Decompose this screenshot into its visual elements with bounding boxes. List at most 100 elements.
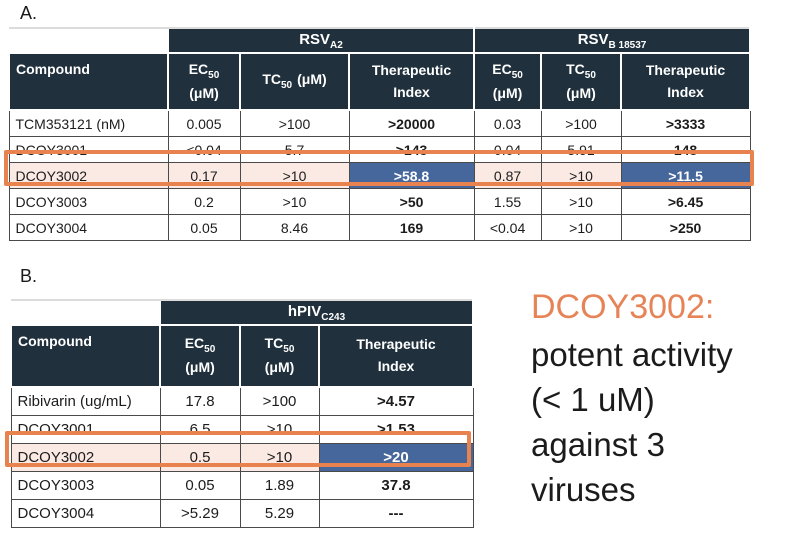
table-a-header: RSVA2 RSVB 18537 Compound EC50 (μM) TC50(… bbox=[8, 27, 752, 111]
therapeutic-index-cell: >20 bbox=[318, 443, 474, 472]
table-b-group-hpiv-c243: hPIVC243 bbox=[159, 299, 474, 326]
therapeutic-index-cell: >4.57 bbox=[318, 386, 474, 416]
therapeutic-index-cell: >50 bbox=[348, 188, 475, 215]
value-cell: >10 bbox=[239, 443, 320, 472]
compound-cell: DCOY3003 bbox=[8, 188, 169, 215]
virus-name: RSV bbox=[577, 30, 609, 48]
table-row-dcoy3001: DCOY3001 <0.04 5.7 >143 0.04 5.91 148 bbox=[8, 136, 751, 163]
tc50-unit: (μM) bbox=[297, 71, 327, 88]
therapeutic-index-cell: --- bbox=[318, 499, 474, 528]
ec50-label: EC50 bbox=[188, 60, 220, 81]
value-cell: <0.04 bbox=[473, 214, 542, 241]
annotation-line: potent activity bbox=[531, 336, 733, 373]
compound-cell: TCM353121 (nM) bbox=[8, 109, 169, 137]
therapeutic-index-cell: >20000 bbox=[348, 109, 475, 137]
value-cell: >10 bbox=[540, 162, 622, 189]
value-cell: >10 bbox=[540, 188, 622, 215]
value-cell: >100 bbox=[239, 386, 320, 416]
virus-name: RSV bbox=[299, 30, 331, 48]
compound-cell: DCOY3004 bbox=[10, 499, 161, 528]
ec50-label: EC50 bbox=[492, 60, 523, 81]
table-a-group-rsv-b18537: RSVB 18537 bbox=[473, 27, 752, 54]
value-cell: 6.5 bbox=[159, 415, 241, 444]
value-cell: 5.91 bbox=[540, 136, 622, 163]
table-row-ribivarin: Ribivarin (ug/mL) 17.8 >100 >4.57 bbox=[10, 386, 474, 416]
table-row-dcoy3004: DCOY3004 0.05 8.46 169 <0.04 >10 >250 bbox=[8, 214, 751, 241]
column-header-ec50: EC50 (μM) bbox=[159, 324, 241, 388]
table-b: hPIVC243 Compound EC50 (μM) TC50 (μM) Ther… bbox=[10, 299, 474, 528]
compound-cell: DCOY3003 bbox=[10, 471, 161, 500]
table-a-virus-group-row: RSVA2 RSVB 18537 bbox=[9, 27, 752, 54]
therapeutic-index-cell: >3333 bbox=[620, 109, 751, 137]
column-header-ec50-a2: EC50 (μM) bbox=[167, 52, 241, 111]
annotation-block: DCOY3002: potent activity (< 1 uM) again… bbox=[531, 286, 799, 512]
value-cell: >10 bbox=[239, 162, 350, 189]
value-cell: 0.5 bbox=[159, 443, 241, 472]
compound-cell: Ribivarin (ug/mL) bbox=[10, 386, 161, 416]
value-cell: 5.29 bbox=[239, 499, 320, 528]
ec50-unit: (μM) bbox=[185, 359, 215, 376]
value-cell: 1.55 bbox=[473, 188, 542, 215]
table-a-column-header-row: Compound EC50 (μM) TC50 (μM) Therapeutic In… bbox=[8, 52, 752, 111]
ec50-label: EC50 bbox=[184, 335, 216, 355]
value-cell: 0.2 bbox=[167, 188, 241, 215]
value-cell: 0.005 bbox=[167, 109, 241, 137]
column-header-compound: Compound bbox=[8, 52, 169, 111]
therapeutic-index-cell: >143 bbox=[348, 136, 475, 163]
column-header-tc50-b: TC50 (μM) bbox=[540, 52, 623, 111]
table-b-column-header-row: Compound EC50 (μM) TC50 (μM) Therapeutic In… bbox=[10, 324, 474, 388]
table-a-group-rsv-a2: RSVA2 bbox=[166, 27, 476, 54]
ec50-unit: (μM) bbox=[492, 84, 523, 101]
table-b-corner-blank-cell bbox=[11, 299, 160, 325]
column-header-ti-a2: Therapeutic Index bbox=[347, 52, 476, 111]
value-cell: >10 bbox=[540, 214, 622, 241]
table-b-virus-group-row: hPIVC243 bbox=[11, 299, 474, 326]
compound-cell: DCOY3001 bbox=[8, 136, 169, 163]
panel-a-label: A. bbox=[20, 3, 38, 23]
table-a-body: TCM353121 (nM) 0.005 >100 >20000 0.03 >1… bbox=[8, 109, 751, 241]
virus-name: hPIV bbox=[287, 302, 322, 320]
compound-cell: DCOY3002 bbox=[10, 443, 161, 472]
column-header-ti: Therapeutic Index bbox=[318, 324, 474, 388]
value-cell: 5.7 bbox=[239, 136, 350, 163]
virus-strain-sub: A2 bbox=[330, 39, 343, 51]
table-row-dcoy3003: DCOY3003 0.2 >10 >50 1.55 >10 >6.45 bbox=[8, 188, 751, 215]
therapeutic-index-cell: >11.5 bbox=[620, 162, 751, 189]
therapeutic-index-cell: >58.8 bbox=[348, 162, 475, 189]
panel-b-label: B. bbox=[20, 266, 38, 286]
value-cell: 0.87 bbox=[473, 162, 542, 189]
value-cell: 1.89 bbox=[239, 471, 320, 500]
table-row-dcoy3004: DCOY3004 >5.29 5.29 --- bbox=[10, 499, 474, 528]
therapeutic-index-cell: 37.8 bbox=[318, 471, 474, 500]
therapeutic-index-cell: 148 bbox=[620, 136, 751, 163]
column-header-compound: Compound bbox=[10, 324, 161, 388]
tc50-label: TC50 bbox=[264, 335, 295, 355]
value-cell: >100 bbox=[239, 109, 350, 137]
table-row-tcm353121: TCM353121 (nM) 0.005 >100 >20000 0.03 >1… bbox=[8, 109, 751, 137]
table-row-dcoy3003: DCOY3003 0.05 1.89 37.8 bbox=[10, 471, 474, 500]
value-cell: 0.05 bbox=[167, 214, 241, 241]
compound-cell: DCOY3002 bbox=[8, 162, 169, 189]
table-b-header: hPIVC243 Compound EC50 (μM) TC50 (μM) Ther… bbox=[10, 299, 474, 388]
table-a-corner-blank-cell bbox=[9, 27, 168, 53]
tc50-unit: (μM) bbox=[566, 84, 596, 101]
therapeutic-index-cell: 169 bbox=[348, 214, 475, 241]
virus-strain-sub: C243 bbox=[321, 311, 346, 323]
value-cell: 0.03 bbox=[473, 109, 542, 137]
ec50-unit: (μM) bbox=[189, 84, 219, 101]
column-header-ec50-b: EC50 (μM) bbox=[473, 52, 543, 111]
value-cell: <0.04 bbox=[167, 136, 241, 163]
value-cell: 8.46 bbox=[239, 214, 350, 241]
therapeutic-index-cell: >1.53 bbox=[318, 415, 474, 444]
column-header-tc50-a2: TC50 (μM) bbox=[239, 52, 350, 111]
value-cell: >5.29 bbox=[159, 499, 241, 528]
column-header-ti-b: Therapeutic Index bbox=[620, 52, 752, 111]
therapeutic-index-cell: >250 bbox=[620, 214, 751, 241]
value-cell: 0.04 bbox=[473, 136, 542, 163]
value-cell: >10 bbox=[239, 415, 320, 444]
tc50-label: TC50 bbox=[566, 60, 596, 81]
therapeutic-index-cell: >6.45 bbox=[620, 188, 751, 215]
value-cell: >100 bbox=[540, 109, 622, 137]
value-cell: 17.8 bbox=[159, 386, 241, 416]
